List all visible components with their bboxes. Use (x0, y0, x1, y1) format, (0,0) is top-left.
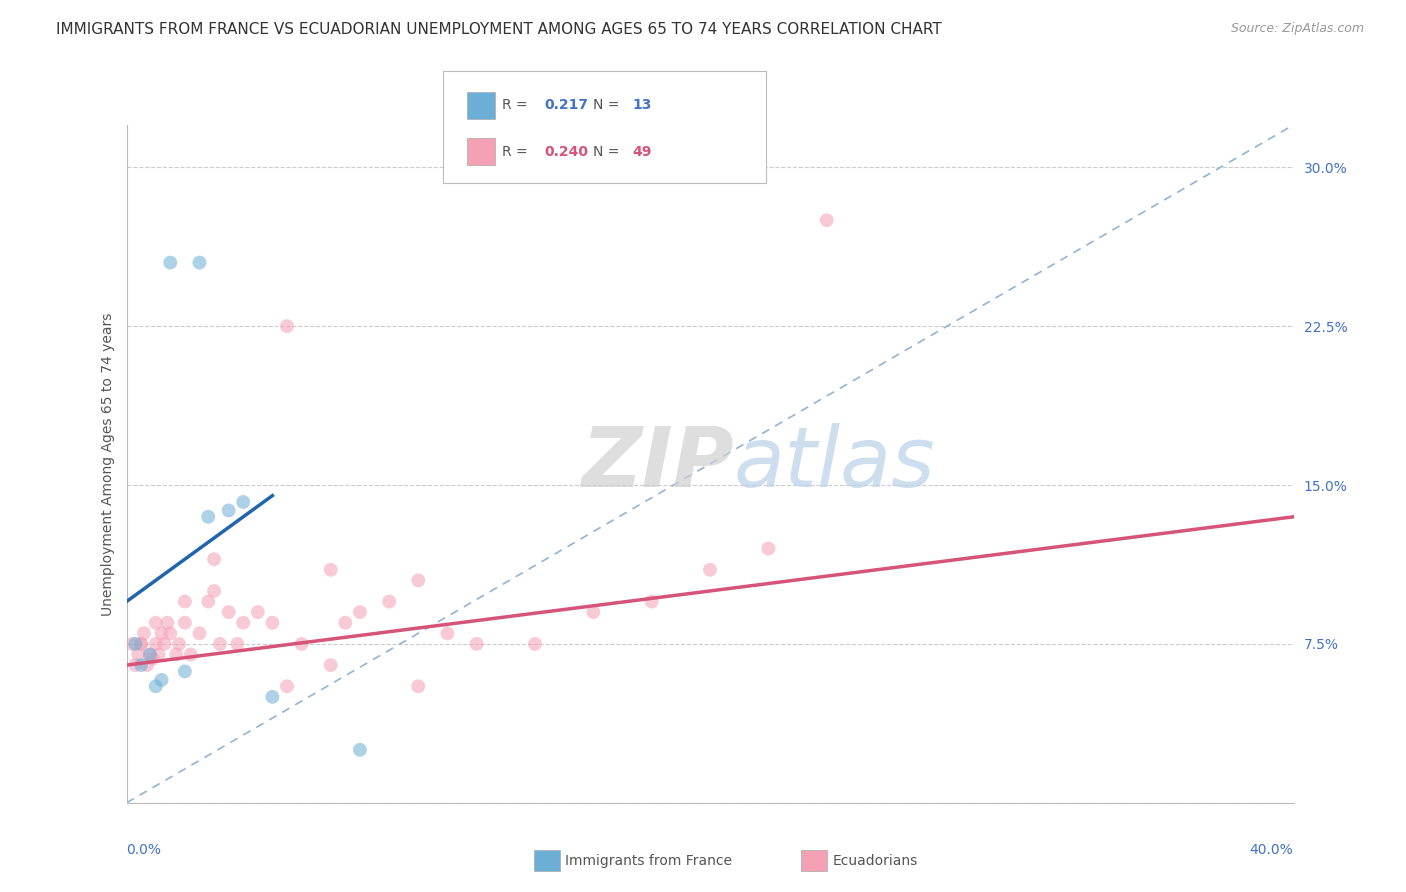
Point (436, 626, 458, 640)
Point (145, 679, 167, 693)
Point (582, 605, 605, 619)
Point (465, 637, 488, 651)
Point (218, 503, 240, 517)
Point (262, 615, 284, 630)
Point (208, 637, 231, 651)
Point (232, 615, 254, 630)
Point (174, 615, 197, 630)
Point (319, 563, 342, 577)
Point (276, 319, 298, 334)
Point (335, 615, 357, 630)
Point (232, 495, 254, 509)
Point (188, 626, 211, 640)
Point (815, 213, 838, 227)
Text: 13: 13 (633, 98, 652, 112)
Point (127, 648, 149, 662)
Text: 40.0%: 40.0% (1250, 844, 1294, 857)
Y-axis label: Unemployment Among Ages 65 to 74 years: Unemployment Among Ages 65 to 74 years (101, 312, 115, 615)
Text: N =: N = (593, 98, 624, 112)
Point (145, 637, 167, 651)
Point (202, 552, 225, 566)
Point (756, 541, 779, 556)
Point (124, 658, 146, 673)
Point (148, 648, 170, 662)
Text: 0.0%: 0.0% (127, 844, 162, 857)
Point (129, 637, 152, 651)
Point (197, 594, 219, 608)
Point (121, 637, 143, 651)
Text: IMMIGRANTS FROM FRANCE VS ECUADORIAN UNEMPLOYMENT AMONG AGES 65 TO 74 YEARS CORR: IMMIGRANTS FROM FRANCE VS ECUADORIAN UNE… (56, 22, 942, 37)
Point (159, 255, 181, 269)
Point (145, 615, 167, 630)
Point (156, 615, 179, 630)
Point (524, 637, 547, 651)
Point (641, 594, 664, 608)
Point (136, 658, 159, 673)
Point (124, 637, 146, 651)
Point (167, 637, 190, 651)
Point (246, 605, 269, 619)
Point (226, 637, 249, 651)
Point (188, 255, 211, 269)
Text: 0.240: 0.240 (544, 145, 588, 159)
Point (129, 658, 152, 673)
Point (276, 679, 298, 693)
Point (378, 594, 401, 608)
Point (699, 563, 721, 577)
Point (349, 743, 371, 757)
Point (202, 584, 225, 599)
Point (129, 637, 152, 651)
Point (174, 665, 197, 679)
Point (174, 594, 197, 608)
Point (349, 605, 371, 619)
Text: N =: N = (593, 145, 624, 159)
Point (408, 574, 430, 588)
Text: atlas: atlas (734, 424, 935, 504)
Point (180, 648, 202, 662)
Text: R =: R = (502, 145, 531, 159)
Text: R =: R = (502, 98, 531, 112)
Text: ZIP: ZIP (581, 424, 734, 504)
Text: Immigrants from France: Immigrants from France (565, 854, 733, 868)
Point (150, 673, 173, 687)
Point (165, 648, 187, 662)
Text: Source: ZipAtlas.com: Source: ZipAtlas.com (1230, 22, 1364, 36)
Point (139, 648, 162, 662)
Text: Ecuadorians: Ecuadorians (832, 854, 918, 868)
Point (319, 658, 342, 673)
Point (262, 690, 284, 704)
Point (153, 637, 176, 651)
Point (408, 679, 430, 693)
Text: 49: 49 (633, 145, 652, 159)
Point (290, 637, 312, 651)
Text: 0.217: 0.217 (544, 98, 588, 112)
Point (150, 626, 173, 640)
Point (132, 626, 155, 640)
Point (218, 605, 240, 619)
Point (159, 626, 181, 640)
Point (139, 648, 162, 662)
Point (197, 509, 219, 524)
Point (142, 651, 165, 665)
